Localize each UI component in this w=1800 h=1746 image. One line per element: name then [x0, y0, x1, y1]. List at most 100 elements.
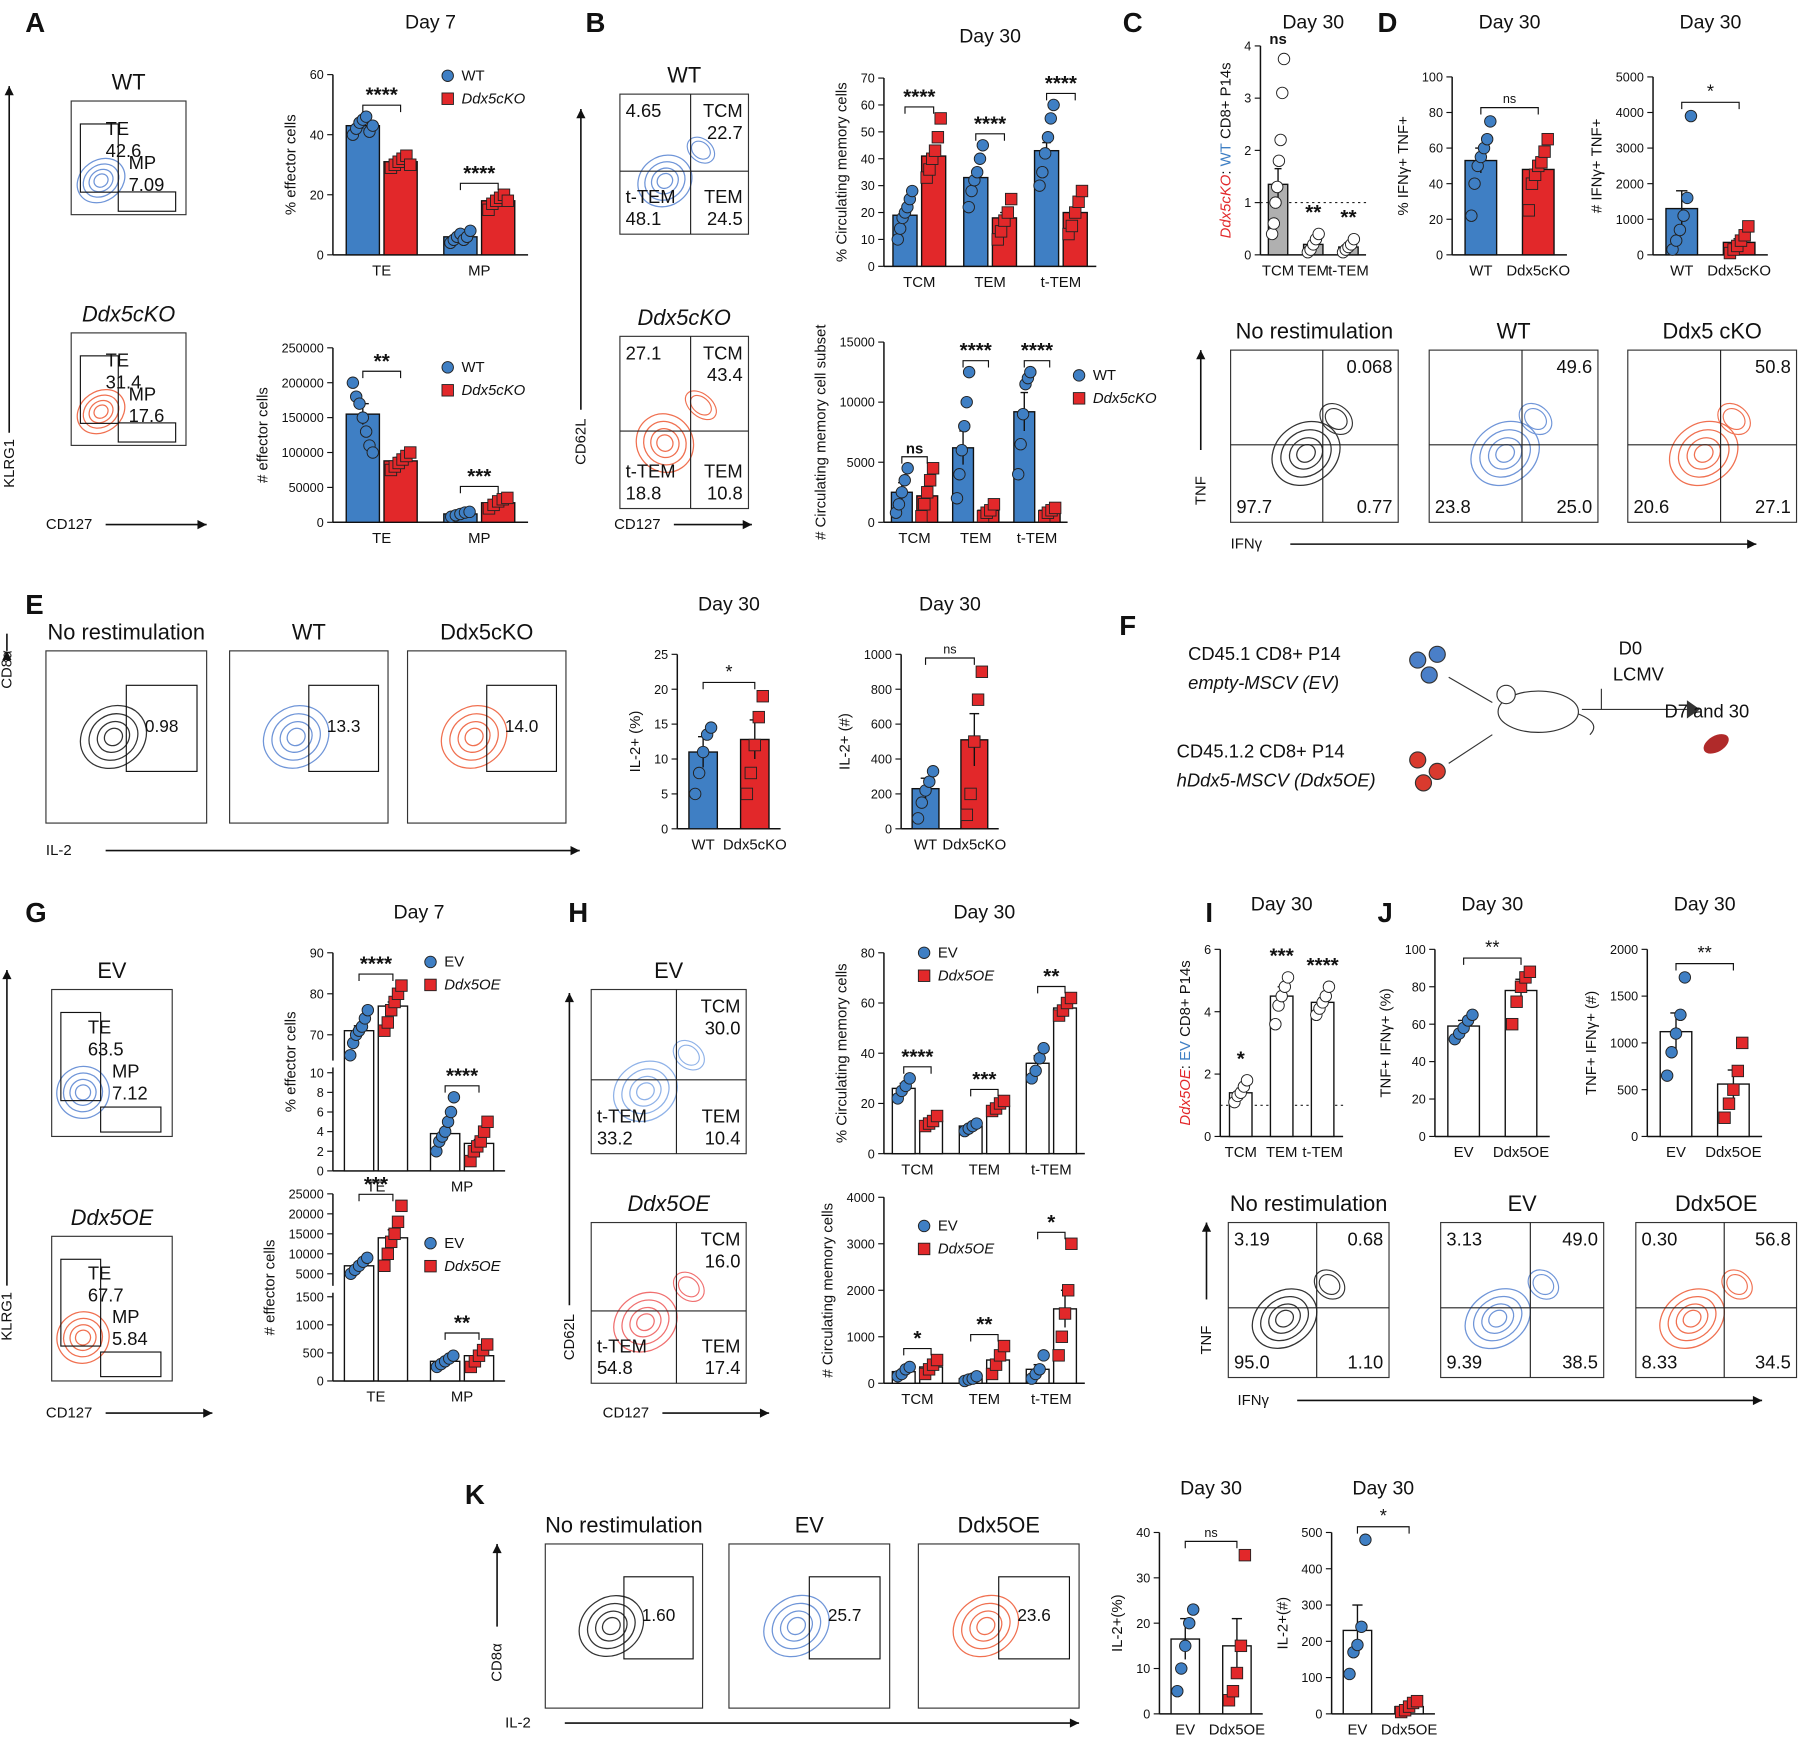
- y-tick-label: 80: [1412, 980, 1426, 994]
- flow-contour: [93, 173, 109, 188]
- gate-label: 1.10: [1348, 1351, 1384, 1372]
- y-tick-label: 300: [1301, 1599, 1322, 1613]
- gate-label: TCM: [701, 1229, 741, 1250]
- legend-marker: [424, 1259, 437, 1273]
- data-point: [395, 979, 408, 992]
- significance-bracket: [459, 182, 499, 191]
- x-tick-label: t-TEM: [1328, 263, 1369, 280]
- significance-label: ***: [1270, 944, 1295, 967]
- y-tick-label: 80: [310, 987, 324, 1001]
- data-point: [1347, 232, 1361, 246]
- legend-label: Ddx5OE: [444, 977, 501, 994]
- data-point: [964, 787, 977, 801]
- gate-label: TEM: [704, 461, 743, 482]
- data-point: [958, 419, 971, 433]
- gate-label: 30.0: [705, 1017, 741, 1038]
- y-tick-label: 500: [303, 1346, 324, 1360]
- y-tick-label: 0: [868, 1377, 875, 1391]
- significance-label: ****: [901, 1045, 934, 1068]
- schematic-text: D7 and 30: [1665, 700, 1750, 721]
- gate-label: 7.09: [129, 174, 165, 195]
- y-tick-label: 40: [1412, 1055, 1426, 1069]
- gate-label: MP: [129, 152, 157, 173]
- data-point: [1466, 1008, 1479, 1022]
- data-point: [1731, 1064, 1745, 1078]
- data-point: [1238, 1548, 1252, 1562]
- y-tick-label: 1000: [864, 648, 892, 662]
- significance-label: ns: [906, 440, 923, 457]
- gate: [100, 1106, 162, 1133]
- y-tick-label: 10: [654, 753, 668, 767]
- flow-contour: [684, 390, 717, 421]
- gate-label: 3.19: [1234, 1229, 1270, 1250]
- significance-label: **: [976, 1313, 993, 1336]
- y-tick-label: 1000: [1610, 1036, 1638, 1050]
- y-tick-label: 0: [317, 516, 324, 530]
- gate-label: t-TEM: [597, 1335, 647, 1356]
- flow-contour: [82, 163, 120, 198]
- x-tick-label: TCM: [1262, 263, 1294, 280]
- y-tick-label: 0: [317, 1164, 324, 1178]
- legend-label: EV: [444, 954, 464, 971]
- flow-contour: [786, 1616, 807, 1636]
- gate-label: 7.12: [112, 1082, 148, 1103]
- legend-marker: [424, 978, 437, 992]
- gate-label: 17.4: [705, 1357, 741, 1378]
- flow-contour: [62, 1072, 104, 1113]
- gate: [623, 1576, 694, 1660]
- data-point: [359, 110, 373, 123]
- flow-plot-frame: [1227, 1221, 1390, 1379]
- data-point: [923, 163, 936, 176]
- x-tick-label: TCM: [898, 530, 930, 547]
- y-tick-label: 5000: [1616, 71, 1644, 85]
- data-point: [1742, 220, 1755, 233]
- y-tick-label: 60: [1412, 1018, 1426, 1032]
- gate-label: 34.5: [1755, 1351, 1791, 1372]
- y-tick-label: 0: [1244, 248, 1251, 262]
- y-tick-label: 1000: [296, 1318, 324, 1332]
- y-tick-label: 100000: [282, 446, 324, 460]
- flow-plot-title: EV: [1508, 1191, 1538, 1216]
- data-point: [1033, 1363, 1046, 1376]
- gate-label: TE: [106, 118, 129, 139]
- significance-label: **: [1043, 965, 1060, 988]
- flow-contour: [1686, 437, 1721, 470]
- significance-label: ****: [366, 84, 399, 107]
- y-tick-label: 15000: [289, 1227, 324, 1241]
- data-point: [930, 1353, 944, 1367]
- legend-label: Ddx5OE: [938, 967, 995, 984]
- x-tick-label: TEM: [960, 530, 991, 547]
- flow-contour: [1251, 1288, 1318, 1349]
- x-tick-label: EV: [1348, 1722, 1368, 1739]
- flow-contour: [1677, 429, 1730, 478]
- data-point: [696, 745, 710, 759]
- flow-x-label: CD127: [46, 516, 92, 533]
- data-point: [704, 721, 718, 734]
- x-tick-label: MP: [468, 530, 490, 547]
- gate-label: 10.8: [707, 482, 743, 503]
- data-point: [1267, 217, 1281, 230]
- x-tick-label: EV: [1454, 1144, 1474, 1161]
- flow-x-arrowhead: [203, 1408, 213, 1418]
- y-tick-label: 25: [654, 648, 668, 662]
- data-point: [1673, 223, 1687, 237]
- data-point: [1465, 209, 1478, 222]
- chart-title: Day 7: [405, 12, 456, 34]
- flow-contour: [76, 157, 126, 204]
- flow-plot-frame: [1428, 349, 1599, 523]
- data-point: [447, 1349, 460, 1362]
- data-point: [1665, 1046, 1678, 1059]
- data-point: [1004, 192, 1018, 206]
- gate-label: 27.1: [1755, 496, 1791, 517]
- panel-label: J: [1378, 897, 1393, 928]
- y-tick-label: 0: [868, 1147, 875, 1161]
- data-point: [444, 1105, 458, 1119]
- data-point: [903, 1360, 916, 1374]
- data-point: [1069, 206, 1082, 219]
- gate: [100, 1351, 162, 1378]
- y-tick-label: 6: [317, 1106, 324, 1120]
- y-tick-label: 3: [1244, 92, 1251, 106]
- y-tick-label: 80: [861, 946, 875, 960]
- flow-contour: [1280, 429, 1332, 478]
